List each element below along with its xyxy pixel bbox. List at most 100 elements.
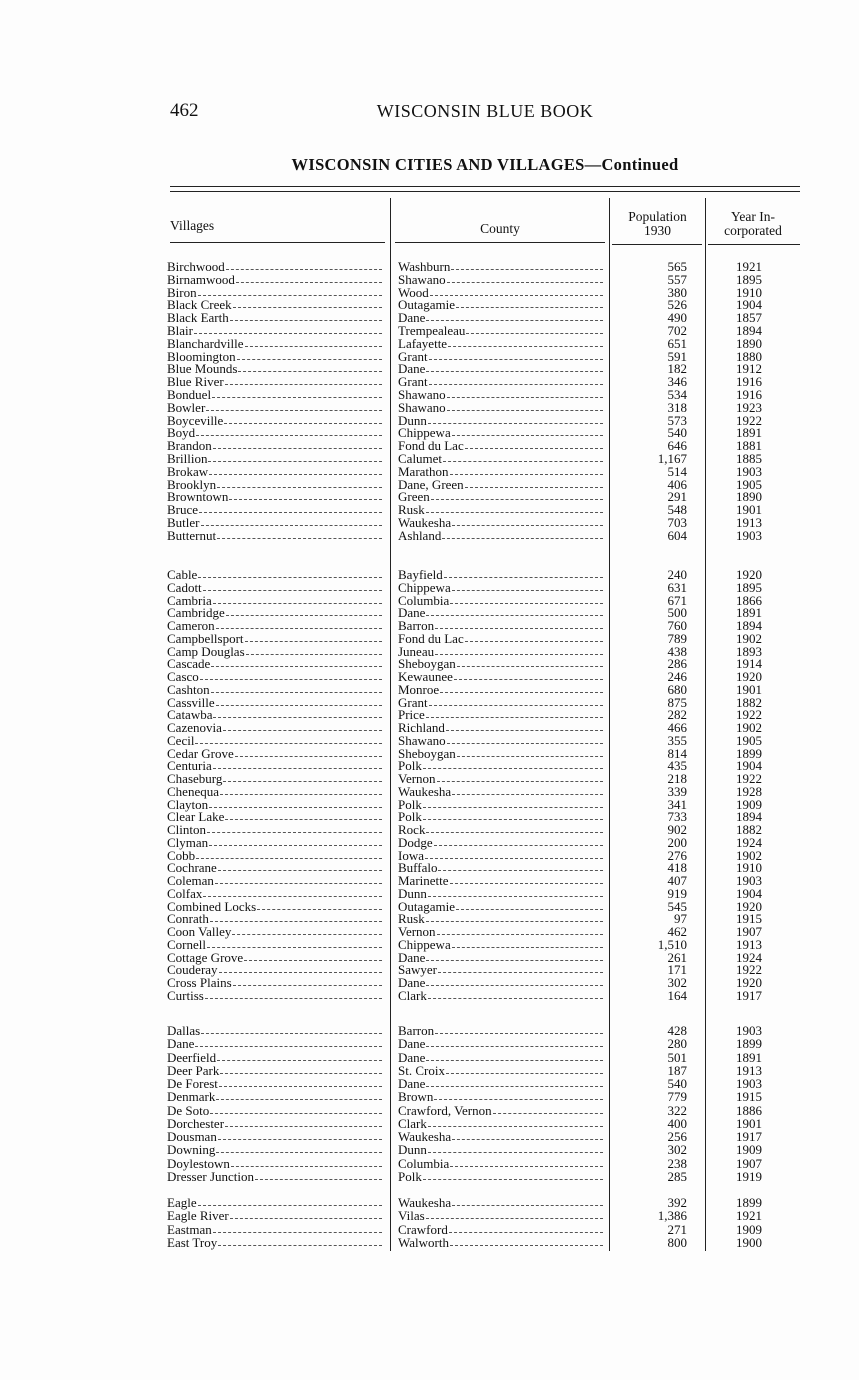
year-incorporated-cell: 1907 — [736, 1157, 776, 1170]
population-value-cell: 164 — [612, 989, 688, 1002]
county-name: Dane, Green — [398, 476, 464, 492]
county-name: Marinette — [398, 873, 449, 888]
county-name: Shawano — [398, 732, 446, 748]
dot-leader — [199, 679, 382, 680]
population-value-cell: 438 — [612, 645, 688, 658]
dot-leader — [209, 473, 382, 475]
dot-leader — [207, 832, 382, 833]
year-incorporated-cell: 1924 — [736, 951, 776, 964]
village-name-cell: East Troy — [167, 1236, 384, 1249]
village-name-cell: Chaseburg — [167, 772, 384, 785]
county-name-cell: Marathon — [398, 465, 605, 478]
county-name-cell: Shawano — [398, 734, 605, 747]
column-divider — [609, 198, 610, 1251]
village-name: Deerfield — [167, 1049, 217, 1065]
dot-leader — [442, 537, 603, 539]
year-incorporated-cell: 1912 — [736, 362, 776, 375]
dot-leader — [212, 1231, 382, 1233]
county-name-cell: Chippewa — [398, 426, 605, 439]
dot-leader — [210, 1112, 382, 1114]
table-row: Chenequa Waukesha 339 1928 — [0, 785, 859, 798]
header-county: County — [480, 221, 520, 236]
dot-leader — [436, 781, 603, 782]
dot-leader — [427, 895, 603, 897]
village-name-cell: Dorchester — [167, 1117, 384, 1130]
table-row: Biron Wood 380 1910 — [0, 286, 859, 299]
county-name-cell: Dane — [398, 1051, 605, 1064]
table-row: Clayton Polk 341 1909 — [0, 798, 859, 811]
year-incorporated: 1922 — [736, 412, 762, 428]
county-name: Grant — [398, 694, 428, 710]
dot-leader — [422, 768, 603, 770]
county-name-cell: Price — [398, 708, 605, 721]
dot-leader — [198, 577, 382, 578]
county-name: Shawano — [398, 271, 446, 287]
county-name: Walworth — [398, 1234, 449, 1250]
county-name: Outagamie — [398, 297, 456, 313]
table-row: Butler Waukesha 703 1913 — [0, 516, 859, 529]
population-value-cell: 671 — [612, 594, 688, 607]
village-name-cell: Butler — [167, 516, 384, 529]
county-name-cell: Outagamie — [398, 900, 605, 913]
table-row: Cassville Grant 875 1882 — [0, 696, 859, 709]
population-value-cell: 760 — [612, 619, 688, 632]
county-name-cell: Dane — [398, 606, 605, 619]
village-name-cell: Black Creek — [167, 298, 384, 311]
county-name: Lafayette — [398, 335, 448, 351]
table-row: Deerfield Dane 501 1891 — [0, 1051, 859, 1064]
population-value: 435 — [667, 758, 688, 774]
village-name-cell: Coleman — [167, 874, 384, 887]
county-name-cell: Waukesha — [398, 516, 605, 529]
village-name-cell: Birchwood — [167, 260, 384, 273]
dot-leader — [436, 934, 603, 935]
year-incorporated-cell: 1902 — [736, 632, 776, 645]
dot-leader — [222, 730, 382, 731]
county-name-cell: Dane — [398, 362, 605, 375]
year-incorporated-cell: 1909 — [736, 1143, 776, 1156]
year-incorporated-cell: 1901 — [736, 1117, 776, 1130]
year-incorporated-cell: 1902 — [736, 721, 776, 734]
village-name-cell: Casco — [167, 670, 384, 683]
population-value: 514 — [667, 463, 688, 479]
year-incorporated: 1902 — [736, 847, 762, 863]
year-incorporated-cell: 1921 — [736, 1209, 776, 1222]
population-value: 565 — [667, 259, 688, 274]
dot-leader — [438, 870, 603, 872]
village-name: Bloomington — [167, 348, 236, 364]
county-name: Iowa — [398, 847, 424, 863]
year-incorporated-cell: 1922 — [736, 414, 776, 427]
table-row: Clyman Dodge 200 1924 — [0, 836, 859, 849]
table-row: Butternut Ashland 604 1903 — [0, 529, 859, 542]
population-value-cell: 246 — [612, 670, 688, 683]
village-name: Colfax — [167, 885, 203, 901]
year-incorporated: 1903 — [736, 873, 762, 888]
table-row: Doylestown Columbia 238 1907 — [0, 1157, 859, 1170]
year-incorporated-cell: 1917 — [736, 989, 776, 1002]
dot-leader — [435, 653, 603, 655]
dot-leader — [218, 1086, 382, 1087]
dot-leader — [425, 717, 603, 719]
dot-leader — [217, 1139, 382, 1140]
year-incorporated: 1922 — [736, 771, 762, 786]
table-row: Downing Dunn 302 1909 — [0, 1143, 859, 1156]
population-value-cell: 341 — [612, 798, 688, 811]
population-value-cell: 540 — [612, 1077, 688, 1090]
dot-leader — [238, 371, 382, 373]
village-name-cell: Combined Locks — [167, 900, 384, 913]
top-rule-second — [170, 191, 800, 192]
dot-leader — [446, 409, 603, 411]
county-name-cell: Brown — [398, 1090, 605, 1103]
population-value-cell: 406 — [612, 478, 688, 491]
table-row: Brooklyn Dane, Green 406 1905 — [0, 478, 859, 491]
year-incorporated: 1921 — [736, 259, 762, 274]
village-name: Dresser Junction — [167, 1168, 255, 1184]
population-value: 318 — [667, 399, 688, 415]
village-name: Combined Locks — [167, 898, 257, 914]
village-name-cell: Cross Plains — [167, 976, 384, 989]
county-name-cell: Washburn — [398, 260, 605, 273]
dot-leader — [452, 793, 603, 795]
dot-leader — [456, 666, 603, 668]
year-incorporated-cell: 1904 — [736, 759, 776, 772]
county-name-cell: Barron — [398, 1024, 605, 1037]
